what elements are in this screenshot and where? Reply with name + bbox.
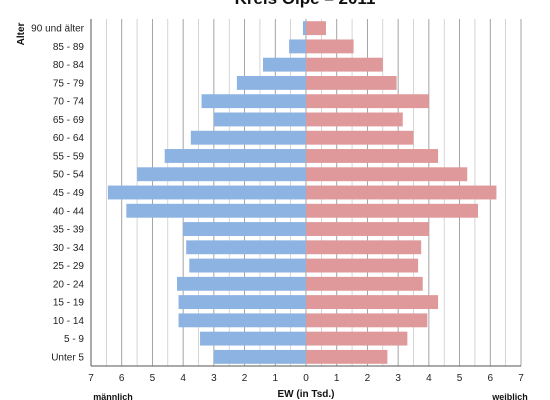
bar-male [126,203,306,218]
category-label: 65 - 69 [53,115,85,126]
category-label: 35 - 39 [53,225,85,236]
category-label: 40 - 44 [53,206,85,217]
x-tick-label: 1 [273,373,279,384]
bar-female [306,130,414,145]
category-label: 80 - 84 [53,60,85,71]
x-tick-label: 4 [426,373,432,384]
bar-female [306,112,403,127]
bar-female [306,276,423,291]
x-tick-label: 0 [303,373,309,384]
x-tick-label: 7 [518,373,524,384]
bar-female [306,21,326,36]
x-tick-label: 3 [395,373,401,384]
category-labels: 90 und älter 85 - 89 80 - 84 75 - 79 70 - 74… [31,24,84,364]
bar-male [213,112,306,127]
x-axis-label: EW (in Tsd.) [277,389,334,400]
y-axis-label: Alter [16,23,27,46]
bar-male [201,94,306,109]
category-label: 45 - 49 [53,188,85,199]
bar-female [306,349,388,364]
male-label: männlich [93,392,133,400]
bar-female [306,222,429,236]
bar-male [107,185,307,200]
bar-female [306,203,478,218]
bar-female [306,240,422,255]
bar-female [306,258,419,273]
female-label: weiblich [491,392,528,400]
category-label: 70 - 74 [53,97,85,108]
x-tick-label: 4 [180,373,186,384]
bar-female [306,313,428,328]
category-label: 60 - 64 [53,133,85,144]
x-tick-label: 5 [457,373,463,384]
bar-male [236,75,306,90]
category-label: 50 - 54 [53,170,85,181]
x-tick-label: 2 [242,373,248,384]
category-label: 15 - 19 [53,298,85,309]
bar-male [190,130,306,145]
x-tick-label: 3 [211,373,217,384]
bars [107,21,497,364]
bar-male [178,313,306,328]
bar-male [178,295,306,310]
category-label: 30 - 34 [53,243,85,254]
bar-female [306,295,439,310]
bar-male [200,331,306,346]
bar-male [289,39,306,54]
category-label: 5 - 9 [64,334,84,345]
bar-female [306,94,429,109]
bar-male [177,276,306,291]
x-tick-label: 7 [88,373,94,384]
bar-female [306,149,439,163]
bar-female [306,331,408,346]
bar-male [302,21,306,36]
category-label: 25 - 29 [53,261,85,272]
bar-female [306,75,397,90]
x-tick-label: 1 [334,373,340,384]
x-tick-labels: 7 6 5 4 3 2 1 0 1 2 3 4 5 6 7 [88,373,524,384]
bar-male [186,240,306,255]
bar-female [306,185,497,200]
bar-male [189,258,306,273]
bar-male [183,222,306,236]
category-label: 75 - 79 [53,78,85,89]
bar-male [213,349,306,364]
category-label: 20 - 24 [53,279,85,290]
x-tick-label: 6 [488,373,494,384]
category-label: 85 - 89 [53,42,85,53]
category-label: Unter 5 [51,352,84,363]
bar-male [137,167,306,182]
bar-female [306,39,354,54]
bar-male [263,57,306,72]
bar-female [306,57,383,72]
category-label: 10 - 14 [53,316,85,327]
x-tick-label: 6 [119,373,125,384]
x-tick-label: 5 [150,373,156,384]
chart-title: Kreis Olpe – 2011 [235,0,376,8]
bar-male [164,149,306,163]
category-label: 55 - 59 [53,151,85,162]
x-tick-label: 2 [365,373,371,384]
bar-female [306,167,468,182]
category-label: 90 und älter [31,24,84,35]
